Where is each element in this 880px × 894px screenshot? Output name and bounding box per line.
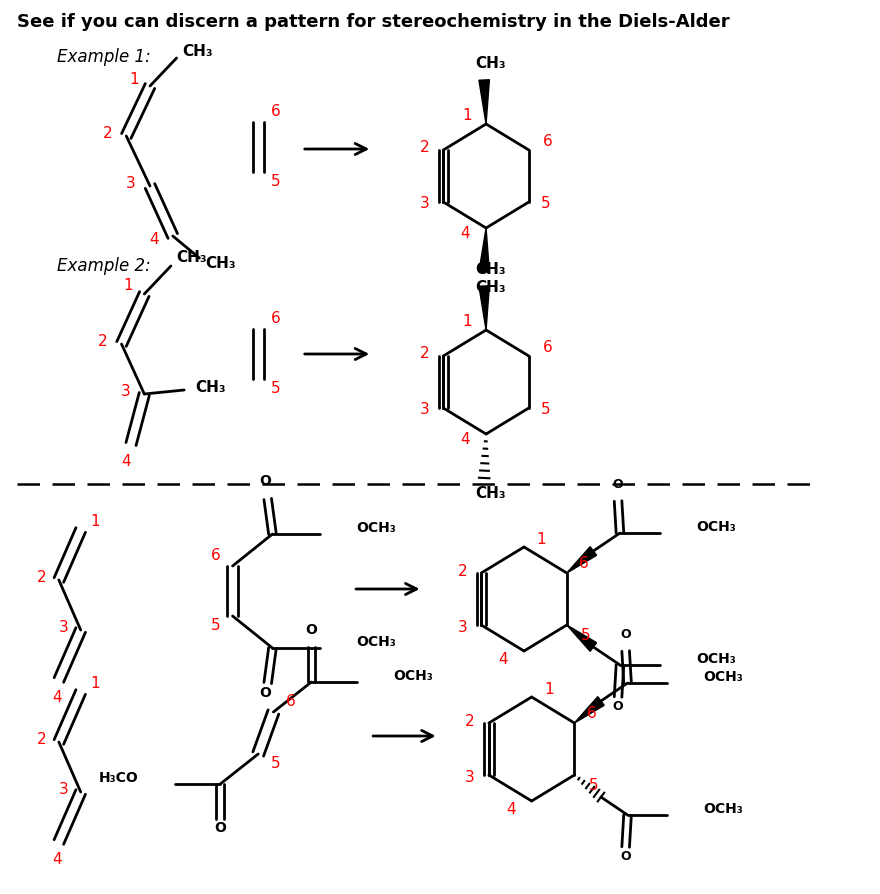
Polygon shape	[479, 228, 489, 273]
Text: O: O	[612, 478, 623, 491]
Text: 4: 4	[121, 454, 131, 469]
Text: O: O	[215, 821, 226, 835]
Text: CH₃: CH₃	[195, 381, 226, 395]
Text: 2: 2	[458, 563, 467, 578]
Text: 6: 6	[286, 695, 296, 710]
Text: 5: 5	[210, 619, 220, 634]
Text: 4: 4	[52, 690, 62, 705]
Text: 2: 2	[420, 347, 429, 361]
Polygon shape	[479, 286, 489, 330]
Text: OCH₃: OCH₃	[703, 802, 744, 816]
Text: 6: 6	[270, 311, 280, 326]
Text: O: O	[620, 628, 631, 641]
Text: 5: 5	[541, 197, 551, 212]
Polygon shape	[567, 625, 597, 652]
Text: 3: 3	[420, 402, 429, 417]
Text: CH₃: CH₃	[475, 486, 506, 502]
Polygon shape	[575, 696, 605, 723]
Polygon shape	[567, 546, 597, 573]
Text: See if you can discern a pattern for stereochemistry in the Diels-Alder: See if you can discern a pattern for ste…	[17, 13, 730, 31]
Text: CH₃: CH₃	[475, 263, 506, 277]
Text: 5: 5	[270, 174, 280, 190]
Text: H₃CO: H₃CO	[99, 771, 139, 785]
Text: 3: 3	[59, 620, 69, 636]
Text: CH₃: CH₃	[475, 56, 506, 72]
Text: 5: 5	[541, 402, 551, 417]
Text: 4: 4	[506, 802, 516, 816]
Text: O: O	[612, 700, 623, 713]
Text: 5: 5	[270, 382, 280, 397]
Text: O: O	[620, 850, 631, 863]
Text: CH₃: CH₃	[475, 281, 506, 296]
Text: 1: 1	[129, 72, 139, 88]
Text: 6: 6	[210, 549, 220, 563]
Polygon shape	[479, 80, 489, 124]
Text: 3: 3	[458, 620, 467, 635]
Text: Example 1:: Example 1:	[57, 48, 150, 66]
Text: OCH₃: OCH₃	[356, 635, 396, 649]
Text: 3: 3	[121, 384, 130, 400]
Text: CH₃: CH₃	[177, 250, 207, 266]
Text: 1: 1	[462, 108, 472, 123]
Text: 4: 4	[498, 652, 508, 667]
Text: 4: 4	[460, 226, 470, 241]
Text: 4: 4	[149, 232, 158, 248]
Text: OCH₃: OCH₃	[696, 652, 736, 666]
Text: 1: 1	[90, 677, 99, 691]
Text: 3: 3	[126, 176, 136, 191]
Text: 1: 1	[123, 279, 133, 293]
Text: O: O	[259, 474, 271, 488]
Text: 2: 2	[420, 140, 429, 156]
Text: Example 2:: Example 2:	[57, 257, 150, 275]
Text: 5: 5	[270, 756, 280, 772]
Text: 3: 3	[420, 197, 429, 212]
Text: CH₃: CH₃	[205, 257, 236, 272]
Text: 1: 1	[536, 532, 546, 546]
Text: 3: 3	[59, 782, 69, 797]
Text: 4: 4	[52, 853, 62, 867]
Text: 1: 1	[90, 515, 99, 529]
Text: 1: 1	[544, 681, 554, 696]
Text: 2: 2	[102, 126, 112, 141]
Text: 6: 6	[543, 134, 553, 149]
Text: 2: 2	[37, 732, 47, 747]
Text: 5: 5	[581, 628, 590, 643]
Text: 6: 6	[543, 341, 553, 356]
Text: OCH₃: OCH₃	[356, 521, 396, 535]
Text: 5: 5	[589, 778, 598, 792]
Text: 6: 6	[587, 705, 597, 721]
Text: 2: 2	[466, 713, 474, 729]
Text: O: O	[305, 623, 318, 637]
Text: OCH₃: OCH₃	[696, 520, 736, 534]
Text: 1: 1	[462, 315, 472, 330]
Text: 6: 6	[579, 555, 589, 570]
Text: 2: 2	[98, 334, 107, 350]
Text: OCH₃: OCH₃	[703, 670, 744, 684]
Text: 4: 4	[460, 433, 470, 448]
Text: O: O	[259, 686, 271, 700]
Text: CH₃: CH₃	[182, 45, 213, 60]
Text: 2: 2	[37, 570, 47, 586]
Text: 6: 6	[270, 105, 280, 120]
Text: OCH₃: OCH₃	[393, 669, 433, 683]
Text: 3: 3	[465, 770, 475, 785]
